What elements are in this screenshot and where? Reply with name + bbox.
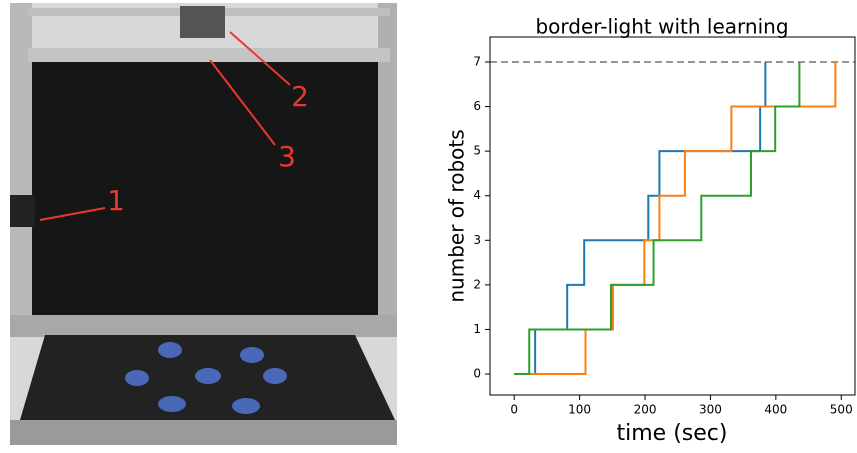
x-tick-label: 400 <box>764 403 787 417</box>
x-tick-label: 200 <box>634 403 657 417</box>
x-tick-label: 500 <box>830 403 853 417</box>
x-axis-label: time (sec) <box>617 421 728 446</box>
y-tick-label: 7 <box>473 54 481 68</box>
backdrop <box>30 55 387 320</box>
step-line <box>514 61 767 376</box>
frame-post <box>378 3 397 333</box>
y-tick-label: 5 <box>473 144 481 158</box>
table-edge <box>10 315 397 337</box>
y-tick-label: 6 <box>473 99 481 113</box>
photo-label: 3 <box>278 140 296 173</box>
plot-frame <box>489 36 856 396</box>
y-tick-label: 1 <box>473 322 481 336</box>
x-tick-label: 300 <box>699 403 722 417</box>
chart-title: border-light with learning <box>535 15 788 39</box>
y-tick-label: 3 <box>473 233 481 247</box>
x-tick-label: 0 <box>510 403 518 417</box>
frame-post <box>10 3 32 333</box>
y-axis-label: number of robots <box>445 129 469 302</box>
step-line <box>514 61 801 376</box>
x-tick-label: 100 <box>568 403 591 417</box>
photo-label: 2 <box>291 80 309 113</box>
step-line <box>514 61 837 376</box>
light <box>10 195 35 227</box>
frame-beam <box>28 48 390 62</box>
robots <box>125 342 287 414</box>
y-tick-label: 4 <box>473 188 481 202</box>
y-tick-label: 0 <box>473 367 481 381</box>
table-front <box>10 420 397 445</box>
arrows <box>39 31 291 221</box>
photo-label: 1 <box>107 184 125 217</box>
y-tick-label: 2 <box>473 277 481 291</box>
camera <box>180 6 225 38</box>
